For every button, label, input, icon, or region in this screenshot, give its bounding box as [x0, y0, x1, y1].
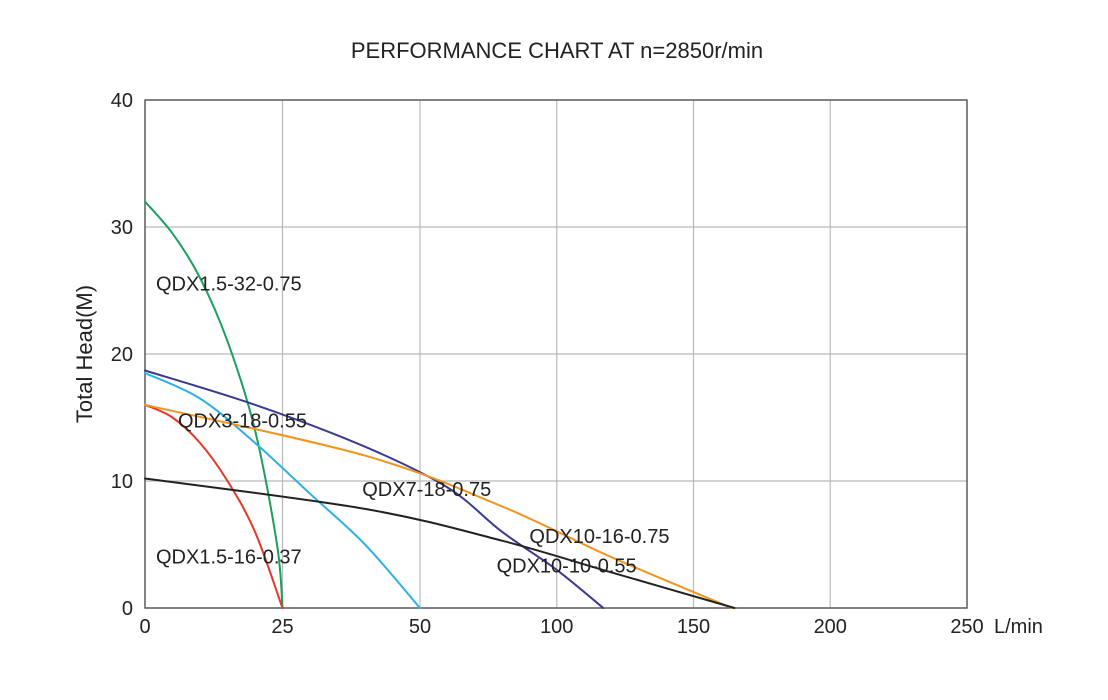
- x-axis-label: L/min: [994, 616, 1043, 638]
- plot-frame: [144, 99, 968, 609]
- y-tick-label: 10: [111, 471, 133, 493]
- x-tick-label: 50: [409, 616, 431, 638]
- series-curve-qdx10-10-0-55: [144, 477, 736, 609]
- series-curve-qdx1-5-16-0-37: [144, 403, 284, 609]
- x-tick-label: 0: [139, 616, 150, 638]
- series-curve-qdx10-16-0-75: [144, 403, 733, 609]
- y-tick-label: 0: [122, 598, 133, 620]
- series-labels: QDX1.5-32-0.75 QDX3-18-0.55 QDX7-18-0.75 QD…: [156, 274, 669, 578]
- series-label: QDX7-18-0.75: [362, 479, 491, 501]
- y-axis-label: Total Head(M): [72, 285, 97, 423]
- series-label: QDX10-16-0.75: [529, 526, 669, 548]
- tick-labels: 0 25 50 100 150 200 250 0 10 20 30 40: [111, 90, 984, 638]
- x-tick-label: 150: [677, 616, 710, 638]
- series-label: QDX10-10-0.55: [497, 555, 637, 577]
- y-tick-label: 20: [111, 344, 133, 366]
- series-label: QDX1.5-32-0.75: [156, 274, 302, 296]
- series-label: QDX1.5-16-0.37: [156, 547, 302, 569]
- y-tick-label: 30: [111, 217, 133, 239]
- y-tick-label: 40: [111, 90, 133, 112]
- curves: [144, 200, 736, 609]
- series-curve-qdx1-5-32-0-75: [144, 200, 284, 609]
- x-tick-label: 100: [540, 616, 573, 638]
- x-tick-label: 250: [950, 616, 983, 638]
- chart-title: PERFORMANCE CHART AT n=2850r/min: [351, 38, 763, 63]
- x-tick-label: 25: [271, 616, 293, 638]
- series-label: QDX3-18-0.55: [178, 411, 307, 433]
- series-curve-qdx3-18-0-55: [144, 372, 421, 609]
- x-tick-label: 200: [814, 616, 847, 638]
